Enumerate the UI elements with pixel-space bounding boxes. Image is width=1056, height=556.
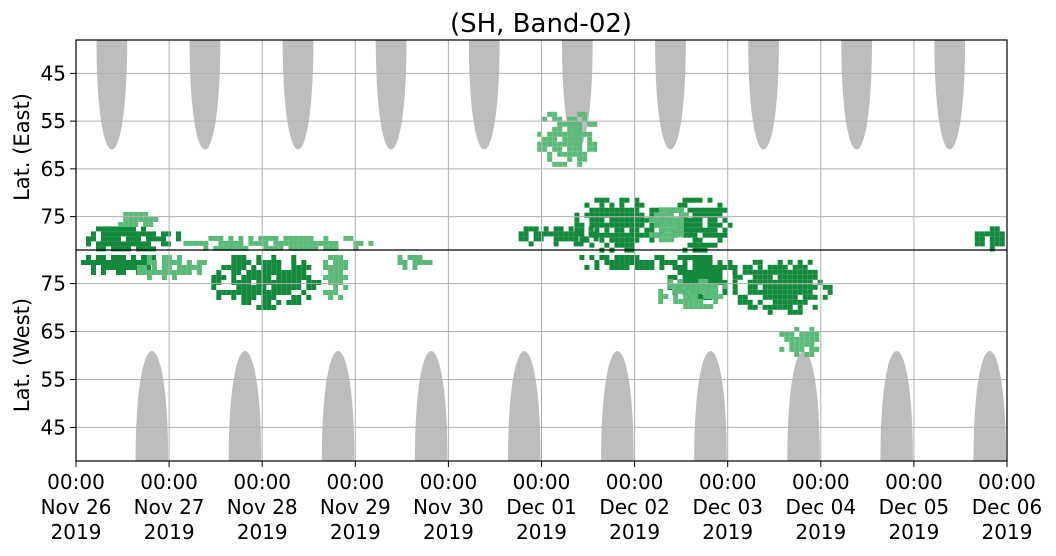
y-tick-west-65-label: 65 xyxy=(41,320,66,344)
no-data-region-east-8 xyxy=(748,40,779,150)
no-data-region-west-3 xyxy=(321,350,355,461)
activity-region-13 xyxy=(648,207,689,243)
no-data-region-west-9 xyxy=(880,350,913,461)
x-tick-6-line-3: 2019 xyxy=(516,520,567,544)
no-data-region-west-5 xyxy=(507,350,541,461)
x-tick-5-line-2: Nov 30 xyxy=(413,495,484,519)
activity-region-10 xyxy=(537,111,598,167)
no-data-region-east-9 xyxy=(841,40,873,150)
x-tick-8-line-1: 00:00 xyxy=(699,470,757,494)
x-tick-6-line-2: Dec 01 xyxy=(506,495,577,519)
x-tick-7-line-2: Dec 02 xyxy=(599,495,670,519)
y-tick-east-45-label: 45 xyxy=(41,61,66,85)
x-tick-10-line-2: Dec 05 xyxy=(879,495,950,519)
chart-title: (SH, Band-02) xyxy=(450,9,632,39)
activity-region-1 xyxy=(86,226,181,252)
activity-region-2 xyxy=(118,212,159,227)
x-tick-8-line-2: Dec 03 xyxy=(692,495,763,519)
x-tick-8-line-3: 2019 xyxy=(702,520,753,544)
activity-region-18 xyxy=(779,326,820,357)
x-tick-2-line-1: 00:00 xyxy=(140,470,198,494)
y-tick-west-55-label: 55 xyxy=(41,367,66,391)
no-data-region-west-2 xyxy=(228,350,262,461)
x-tick-11-line-3: 2019 xyxy=(982,520,1033,544)
y-tick-east-55-label: 55 xyxy=(41,109,66,133)
y-tick-east-75-label: 75 xyxy=(41,205,66,229)
activity-region-14 xyxy=(579,255,675,270)
x-tick-11-line-2: Dec 06 xyxy=(972,495,1043,519)
no-data-region-west-7 xyxy=(694,350,727,461)
x-tick-10-line-1: 00:00 xyxy=(885,470,943,494)
x-tick-1-line-2: Nov 26 xyxy=(41,495,112,519)
no-data-region-east-10 xyxy=(934,40,966,150)
no-data-region-west-6 xyxy=(601,350,634,461)
x-tick-9-line-1: 00:00 xyxy=(792,470,850,494)
x-tick-1-line-3: 2019 xyxy=(51,520,102,544)
y-axis-label-east: Lat. (East) xyxy=(10,93,34,201)
no-data-region-west-10 xyxy=(973,350,1007,461)
x-tick-9-line-2: Dec 04 xyxy=(786,495,857,519)
no-data-region-east-1 xyxy=(96,40,128,150)
x-tick-4-line-3: 2019 xyxy=(330,520,381,544)
no-data-region-west-8 xyxy=(787,350,820,461)
x-tick-1-line-1: 00:00 xyxy=(47,470,105,494)
no-data-region-east-3 xyxy=(282,40,314,150)
activity-region-9 xyxy=(518,226,599,247)
x-tick-7-line-1: 00:00 xyxy=(606,470,664,494)
x-tick-6-line-1: 00:00 xyxy=(513,470,571,494)
activity-region-17 xyxy=(658,279,729,309)
y-tick-east-65-label: 65 xyxy=(41,157,66,181)
x-tick-2-line-2: Nov 27 xyxy=(134,495,205,519)
no-data-region-east-7 xyxy=(655,40,686,150)
y-tick-west-75-label: 75 xyxy=(41,272,66,296)
x-tick-9-line-3: 2019 xyxy=(795,520,846,544)
no-data-region-east-2 xyxy=(189,40,221,150)
no-data-region-east-4 xyxy=(375,40,407,150)
y-axis-label-west: Lat. (West) xyxy=(10,298,34,412)
activity-region-8 xyxy=(397,255,433,270)
no-data-region-east-5 xyxy=(468,40,500,150)
x-tick-11-line-1: 00:00 xyxy=(978,470,1036,494)
x-tick-10-line-3: 2019 xyxy=(888,520,939,544)
activity-region-11 xyxy=(574,197,665,253)
x-tick-3-line-2: Nov 28 xyxy=(227,495,298,519)
x-tick-3-line-3: 2019 xyxy=(237,520,288,544)
x-tick-7-line-3: 2019 xyxy=(609,520,660,544)
x-tick-5-line-1: 00:00 xyxy=(420,470,478,494)
data-layer xyxy=(81,40,1007,461)
activity-region-7 xyxy=(323,255,349,300)
activity-region-6 xyxy=(211,255,322,310)
x-tick-5-line-3: 2019 xyxy=(423,520,474,544)
x-tick-2-line-3: 2019 xyxy=(144,520,195,544)
activity-region-16 xyxy=(732,259,833,315)
x-tick-4-line-1: 00:00 xyxy=(326,470,384,494)
x-tick-3-line-1: 00:00 xyxy=(233,470,291,494)
y-tick-west-45-label: 45 xyxy=(41,415,66,439)
activity-region-19 xyxy=(974,226,1005,252)
activity-region-3 xyxy=(183,235,374,251)
no-data-region-west-4 xyxy=(414,350,448,461)
no-data-region-west-1 xyxy=(135,350,169,461)
x-tick-4-line-2: Nov 29 xyxy=(320,495,391,519)
